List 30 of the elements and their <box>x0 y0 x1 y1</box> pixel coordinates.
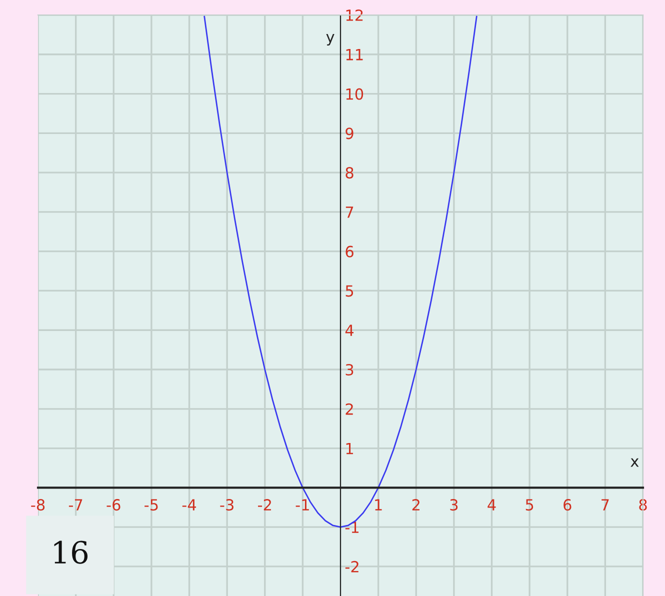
y-tick-label: 2 <box>346 403 353 415</box>
x-tick-label: -8 <box>31 499 45 511</box>
x-tick-label: 4 <box>488 499 496 510</box>
x-tick-label: -1 <box>296 499 309 510</box>
x-tick-label: -6 <box>106 499 120 511</box>
y-tick-label: 7 <box>346 206 354 218</box>
x-tick-label: -4 <box>182 499 196 510</box>
y-tick-label: 8 <box>346 167 354 179</box>
y-tick-label: 3 <box>346 364 354 376</box>
x-tick-label: 6 <box>564 499 572 511</box>
x-axis-title: x <box>630 458 639 467</box>
x-tick-label: 5 <box>526 499 534 511</box>
y-axis-title: y <box>326 34 334 46</box>
x-tick-label: -5 <box>144 499 158 511</box>
y-tick-label: 9 <box>346 128 354 140</box>
y-tick-label: 5 <box>346 285 354 297</box>
y-tick-label: -2 <box>345 560 358 572</box>
x-tick-label: -7 <box>68 499 82 510</box>
x-tick-label: -3 <box>220 499 234 511</box>
x-tick-label: 3 <box>450 499 458 511</box>
x-tick-label: -2 <box>258 499 271 510</box>
x-tick-label: 1 <box>375 499 382 510</box>
y-tick-label: 6 <box>346 246 354 258</box>
y-tick-label: 10 <box>346 88 364 100</box>
annotation: 16 <box>54 540 88 564</box>
y-tick-label: 4 <box>345 324 354 336</box>
y-tick-label: 1 <box>346 442 353 454</box>
x-tick-label: 2 <box>412 499 420 510</box>
y-tick-label: 11 <box>346 49 363 60</box>
x-tick-label: 7 <box>602 499 609 510</box>
